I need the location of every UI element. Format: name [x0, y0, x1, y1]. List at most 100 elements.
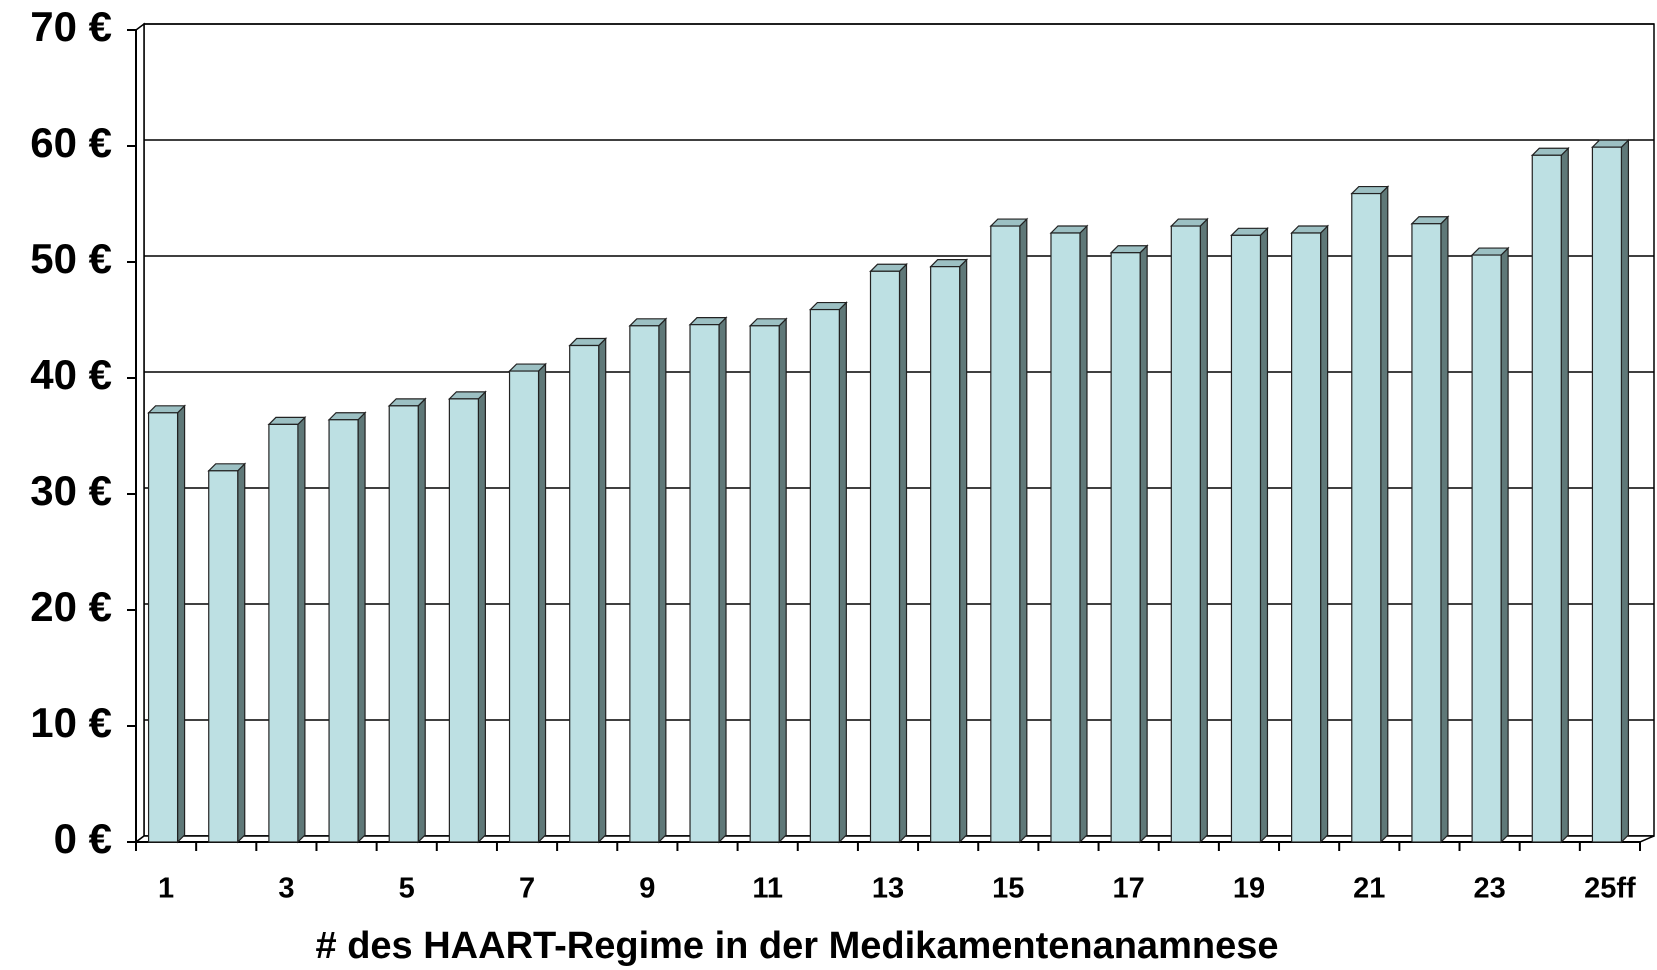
bar-front — [508, 370, 540, 843]
y-tick-label: 30 € — [30, 467, 112, 514]
bar-side — [1019, 217, 1028, 844]
bar — [1410, 215, 1450, 844]
bar-side — [237, 462, 246, 844]
bar-side — [1079, 224, 1088, 844]
bar-front — [1471, 254, 1502, 843]
bar-front — [749, 325, 780, 843]
bar-front — [1170, 225, 1201, 843]
bar-side — [1320, 224, 1329, 844]
bar — [748, 317, 788, 844]
bar — [508, 362, 547, 844]
bar-top — [508, 363, 547, 372]
bar-top — [147, 405, 187, 414]
bar — [628, 317, 668, 844]
bar-top — [447, 391, 487, 400]
bar-top — [1470, 247, 1510, 256]
bar-side — [1560, 146, 1569, 844]
bar — [1470, 246, 1510, 844]
bar-side — [1139, 244, 1148, 844]
bar-side — [1259, 226, 1269, 844]
bar-front — [869, 270, 901, 843]
bar-side — [1199, 217, 1208, 844]
bar-side — [778, 317, 787, 844]
bar-side — [297, 415, 306, 844]
bar-top — [869, 263, 908, 272]
bar — [808, 301, 848, 844]
bar-front — [689, 324, 720, 843]
bar-top — [1049, 225, 1089, 234]
bar-front — [1291, 232, 1322, 843]
bar-side — [838, 301, 847, 844]
bar-side — [959, 258, 968, 844]
x-tick-label: 21 — [1353, 873, 1385, 905]
y-tick-label: 50 € — [30, 235, 112, 282]
bar-top — [688, 317, 728, 326]
bar-side — [718, 316, 727, 844]
bar-top — [267, 416, 307, 425]
bar-front — [1230, 234, 1262, 843]
bar-top — [1410, 216, 1450, 225]
x-tick-label: 23 — [1473, 873, 1505, 905]
x-tick-label: 5 — [399, 873, 415, 905]
bar — [207, 462, 247, 844]
bar — [568, 337, 608, 844]
x-tick-label: 1 — [158, 873, 174, 905]
bar — [688, 316, 728, 844]
bar — [447, 390, 487, 844]
bar-top — [1590, 139, 1630, 148]
x-tick-label: 19 — [1233, 873, 1265, 905]
bar-top — [748, 318, 788, 327]
bar-front — [1351, 192, 1382, 843]
bar-side — [537, 362, 547, 844]
bar-top — [1109, 245, 1149, 254]
bar-side — [1500, 246, 1509, 844]
bar-side — [176, 404, 186, 844]
bar-front — [990, 225, 1021, 843]
x-tick-label: 3 — [278, 873, 294, 905]
bar — [869, 262, 908, 844]
bar — [267, 415, 307, 844]
bar-side — [417, 397, 426, 844]
bar-top — [989, 218, 1029, 227]
x-tick-label: 13 — [872, 873, 904, 905]
bar-front — [328, 419, 359, 843]
bar-top — [1290, 225, 1330, 234]
y-tick-label: 10 € — [30, 699, 112, 746]
bar-side — [477, 390, 486, 844]
bar-side — [898, 262, 908, 844]
bar — [387, 397, 427, 844]
x-tick-label: 11 — [752, 873, 783, 905]
bar — [327, 411, 367, 844]
bar-top — [929, 259, 969, 268]
y-tick-label: 20 € — [30, 583, 112, 630]
bar-side — [357, 411, 366, 844]
bar-top — [808, 301, 848, 311]
bar-top — [327, 412, 367, 421]
bar-front — [809, 308, 840, 843]
bar — [1109, 244, 1149, 844]
x-tick-label: 7 — [519, 873, 535, 905]
bar-front — [268, 423, 299, 843]
bar — [929, 258, 969, 844]
y-tick-label: 70 € — [30, 3, 112, 50]
x-axis-title: # des HAART-Regime in der Medikamentenan… — [316, 925, 1279, 967]
x-tick-label: 17 — [1113, 873, 1145, 905]
x-tick-label: 25ff — [1584, 873, 1636, 905]
bar-front — [208, 470, 239, 843]
bar-front — [1411, 223, 1442, 843]
bar — [147, 404, 187, 844]
bar-side — [1380, 185, 1389, 844]
y-tick-label: 60 € — [30, 119, 112, 166]
bar-front — [569, 344, 600, 843]
bar-side — [1620, 138, 1630, 844]
bar-top — [628, 318, 668, 327]
bar-top — [1530, 147, 1570, 156]
bar — [989, 217, 1029, 844]
y-tick-label: 0 € — [54, 815, 112, 862]
bar-side — [658, 317, 667, 844]
y-tick-label: 40 € — [30, 351, 112, 398]
x-tick-label: 9 — [639, 873, 655, 905]
bar — [1290, 224, 1330, 844]
bar-front — [388, 405, 419, 843]
